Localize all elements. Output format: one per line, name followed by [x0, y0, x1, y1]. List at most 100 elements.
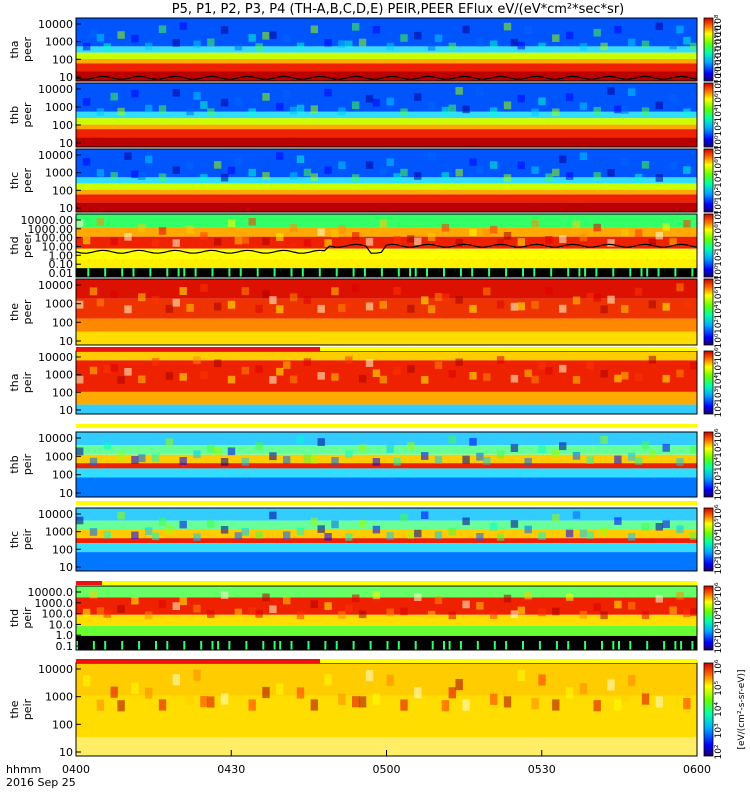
spectrum-texture — [207, 610, 215, 618]
spectrum-texture — [372, 26, 381, 34]
spectrum-texture — [614, 517, 622, 525]
spectrum-texture — [421, 452, 429, 460]
spectrum-texture — [448, 611, 456, 620]
mode-tick — [279, 641, 282, 650]
mode-tick — [443, 641, 445, 650]
spectrum-texture — [559, 442, 567, 451]
spectrum-texture — [448, 527, 456, 536]
spectrum-texture — [207, 38, 215, 47]
spectrum-texture — [545, 236, 553, 244]
spectrum-texture — [386, 97, 394, 106]
y-tick-label: 100 — [52, 718, 73, 731]
spectrum-texture — [276, 305, 284, 314]
spectrum-texture — [145, 104, 153, 113]
spectrum-texture — [365, 94, 374, 103]
spectrum-texture — [379, 219, 387, 228]
colorbar — [703, 662, 714, 757]
spectrum-texture — [469, 304, 477, 313]
mode-tick — [301, 268, 304, 277]
spectrum-texture — [165, 438, 174, 447]
y-tick-label: 100 — [52, 53, 73, 66]
spectrum-band — [76, 520, 697, 530]
x-tick-label: 0400 — [62, 763, 90, 776]
mode-tick — [663, 641, 666, 650]
spectrum-texture — [310, 517, 318, 526]
mode-tick — [155, 641, 157, 650]
spectrum-texture — [448, 104, 456, 113]
spectrum-band — [76, 586, 697, 598]
spectrum-texture — [172, 39, 180, 47]
spectrum-texture — [296, 527, 305, 536]
spectrum-texture — [276, 683, 284, 695]
spectrum-texture — [483, 229, 491, 238]
spectrum-texture — [476, 452, 484, 461]
colorbar — [703, 585, 714, 651]
spectrum-texture — [462, 517, 470, 526]
spectrum-texture — [559, 155, 567, 164]
spectrum-texture — [600, 42, 608, 51]
spectrum-texture — [538, 42, 546, 51]
spectrum-texture — [241, 287, 249, 296]
colorbar-tick-label: 10² — [714, 251, 724, 266]
spectrum-texture — [393, 236, 401, 244]
spectrum-texture — [96, 108, 105, 117]
spectrum-texture — [545, 286, 553, 295]
spectrum-texture — [524, 369, 532, 378]
y-tick-label: 1000 — [45, 167, 73, 180]
spectrum-texture — [207, 696, 215, 708]
spectrum-texture — [227, 375, 236, 384]
spectrum-band — [76, 177, 697, 184]
spectrum-texture — [414, 172, 422, 180]
spectrum-texture — [407, 365, 415, 373]
colorbar-tick-label: 10³ — [714, 545, 724, 560]
spectrum-texture — [269, 511, 277, 520]
spectrum-band — [76, 508, 697, 521]
spectrum-texture — [324, 674, 332, 686]
spectrum-band — [76, 614, 697, 626]
spectrum-texture — [531, 108, 539, 117]
spectrum-band — [76, 552, 697, 571]
spectrum-texture — [531, 698, 539, 710]
spectrum-texture — [676, 525, 684, 534]
mode-tick — [646, 641, 649, 650]
spectrum-texture — [76, 375, 84, 384]
colorbar-tick-label: 10⁰ — [714, 69, 724, 84]
spectrum-texture — [414, 237, 422, 246]
spectrum-texture — [552, 108, 560, 117]
spectrum-texture — [538, 362, 546, 370]
mode-tick — [691, 268, 694, 277]
spectrum-texture — [496, 450, 505, 459]
mode-tick — [104, 641, 107, 650]
mode-tick — [290, 268, 293, 277]
spectrum-texture — [165, 304, 174, 313]
panel-frame — [75, 585, 698, 651]
spectrum-texture — [310, 455, 318, 464]
spectrum-texture — [103, 43, 111, 51]
spectrum-texture — [414, 593, 422, 601]
spectrum-texture — [220, 173, 229, 182]
spectrum-texture — [572, 376, 581, 384]
y-axis-label-instrument: peer — [21, 233, 34, 259]
spectrum-texture — [579, 43, 588, 51]
spectrum-texture — [414, 687, 422, 699]
y-tick-label: 1000 — [45, 36, 73, 49]
y-axis-label-instrument: peer — [21, 37, 34, 63]
colorbar-tick-label: 10⁴ — [714, 107, 724, 122]
mode-tick — [211, 268, 214, 277]
mode-tick — [183, 268, 186, 277]
panel-frame — [75, 278, 698, 346]
spectrum-texture — [345, 450, 353, 459]
spectrum-texture — [110, 92, 118, 101]
spectrum-texture — [345, 300, 353, 309]
spectrum-texture — [621, 371, 629, 380]
spectrum-texture — [227, 166, 236, 175]
spectrum-texture — [469, 438, 477, 446]
spectrum-texture — [200, 696, 208, 708]
spectrum-texture — [296, 687, 305, 699]
quality-bar-flag — [76, 659, 320, 663]
spectrum-texture — [593, 603, 601, 611]
spectrum-texture — [96, 218, 105, 226]
colorbar-tick-label: 10⁷ — [714, 21, 724, 36]
spectrum-texture — [593, 223, 601, 232]
